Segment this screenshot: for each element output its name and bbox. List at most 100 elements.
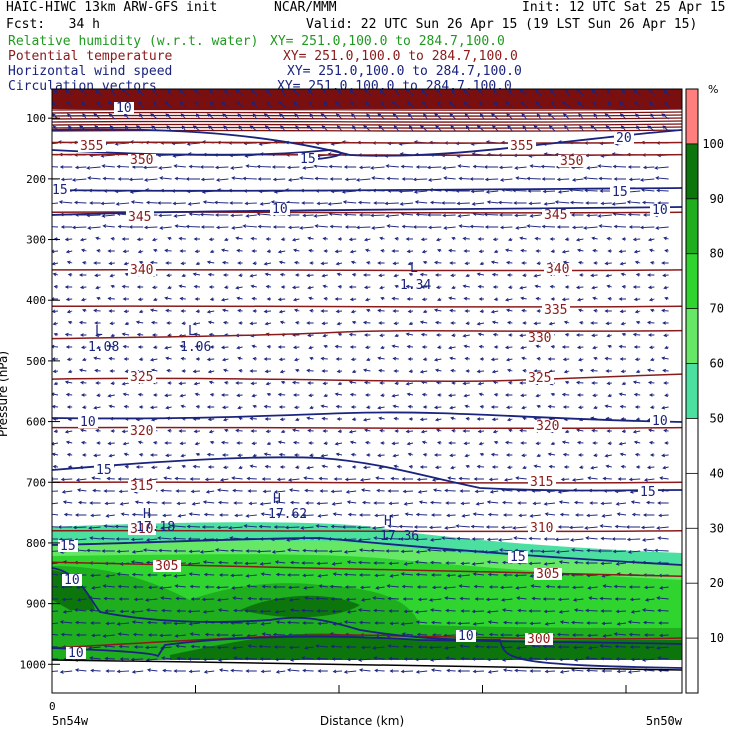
circulation-vector xyxy=(263,113,272,120)
circulation-vector xyxy=(606,89,613,96)
circulation-vector xyxy=(347,512,357,517)
circulation-vector xyxy=(222,113,229,120)
theta-label: 325 xyxy=(130,370,153,385)
circulation-vector xyxy=(606,236,612,241)
circulation-vector xyxy=(173,669,186,673)
circulation-vector xyxy=(118,489,130,494)
circulation-vector xyxy=(275,620,286,624)
circulation-vector xyxy=(628,225,641,229)
circulation-vector xyxy=(448,248,456,253)
circulation-vector xyxy=(451,428,456,433)
circulation-vector xyxy=(272,177,286,182)
circulation-vector xyxy=(221,453,229,457)
circulation-vector xyxy=(334,101,343,108)
circulation-vector xyxy=(78,320,87,325)
circulation-vector xyxy=(165,453,172,458)
circulation-vector xyxy=(547,452,556,457)
circulation-vector xyxy=(379,236,385,241)
circulation-vector xyxy=(663,333,669,338)
circulation-vector xyxy=(138,452,144,457)
circulation-vector xyxy=(576,248,584,253)
circulation-vector xyxy=(88,526,101,530)
circulation-vector xyxy=(78,273,87,277)
circulation-vector xyxy=(499,178,513,182)
circulation-vector xyxy=(160,488,172,493)
extremum-type: L xyxy=(95,324,103,339)
circulation-vector xyxy=(398,524,414,529)
circulation-vector xyxy=(420,285,428,289)
circulation-vector xyxy=(259,609,272,614)
circulation-vector xyxy=(220,440,229,445)
circulation-vector xyxy=(216,598,229,602)
circulation-vector xyxy=(419,125,428,132)
circulation-vector xyxy=(275,670,286,674)
circulation-vector xyxy=(634,309,641,314)
circulation-vector xyxy=(627,550,641,554)
circulation-vector xyxy=(550,441,556,446)
circulation-vector xyxy=(260,572,272,576)
circulation-vector xyxy=(415,670,428,674)
wind-speed-label-bg xyxy=(62,574,82,586)
circulation-vector xyxy=(584,526,598,530)
circulation-vector xyxy=(392,453,399,458)
circulation-vector xyxy=(237,405,243,410)
circulation-vector xyxy=(263,452,272,457)
circulation-vector xyxy=(592,296,598,301)
circulation-vector xyxy=(122,249,130,254)
circulation-vector xyxy=(460,609,470,613)
circulation-vector xyxy=(607,393,612,398)
theta-label: 315 xyxy=(530,475,553,490)
circulation-vector xyxy=(315,524,328,528)
circulation-vector xyxy=(323,101,329,108)
circulation-vector xyxy=(514,621,527,625)
circulation-vector xyxy=(180,404,186,409)
circulation-vector xyxy=(435,237,442,242)
circulation-vector xyxy=(351,272,357,277)
circulation-vector xyxy=(221,101,229,108)
circulation-vector xyxy=(351,417,357,422)
circulation-vector xyxy=(514,166,527,170)
circulation-vector xyxy=(343,550,357,554)
circulation-vector xyxy=(373,501,385,505)
circulation-vector xyxy=(392,309,399,313)
theta-contour-305 xyxy=(52,561,682,577)
circulation-vector xyxy=(427,225,442,230)
circulation-vector xyxy=(593,308,598,313)
circulation-vector xyxy=(330,597,342,601)
circulation-vector xyxy=(208,285,215,289)
circulation-vector xyxy=(259,202,272,206)
circulation-vector xyxy=(174,224,186,228)
circulation-vector xyxy=(364,248,371,253)
circulation-vector xyxy=(526,176,541,181)
circulation-vector xyxy=(389,574,399,578)
circulation-vector xyxy=(444,488,456,493)
circulation-vector xyxy=(449,405,456,410)
colorbar-label: 90 xyxy=(710,192,724,206)
circulation-vector xyxy=(662,125,669,132)
circulation-vector xyxy=(431,585,442,590)
circulation-vector xyxy=(391,101,400,108)
circulation-vector xyxy=(320,309,328,313)
circulation-vector xyxy=(309,113,314,120)
y-tick-label: 1000 xyxy=(20,658,47,671)
circulation-vector xyxy=(306,416,314,421)
circulation-vector xyxy=(587,586,598,590)
circulation-vector xyxy=(52,658,58,660)
circulation-vector xyxy=(230,573,243,578)
circulation-vector xyxy=(173,621,186,626)
circulation-vector xyxy=(444,646,456,650)
circulation-vector xyxy=(165,261,172,265)
circulation-vector xyxy=(244,201,257,206)
circulation-vector xyxy=(179,344,186,349)
circulation-vector xyxy=(181,321,186,326)
circulation-vector xyxy=(292,89,300,96)
circulation-vector xyxy=(634,260,641,265)
circulation-vector xyxy=(195,261,201,266)
circulation-vector xyxy=(449,308,456,313)
circulation-vector xyxy=(95,236,101,241)
circulation-vector xyxy=(243,524,257,528)
circulation-vector xyxy=(336,272,343,277)
circulation-vector xyxy=(634,357,641,362)
circulation-vector xyxy=(561,249,570,254)
circulation-vector xyxy=(520,345,527,350)
